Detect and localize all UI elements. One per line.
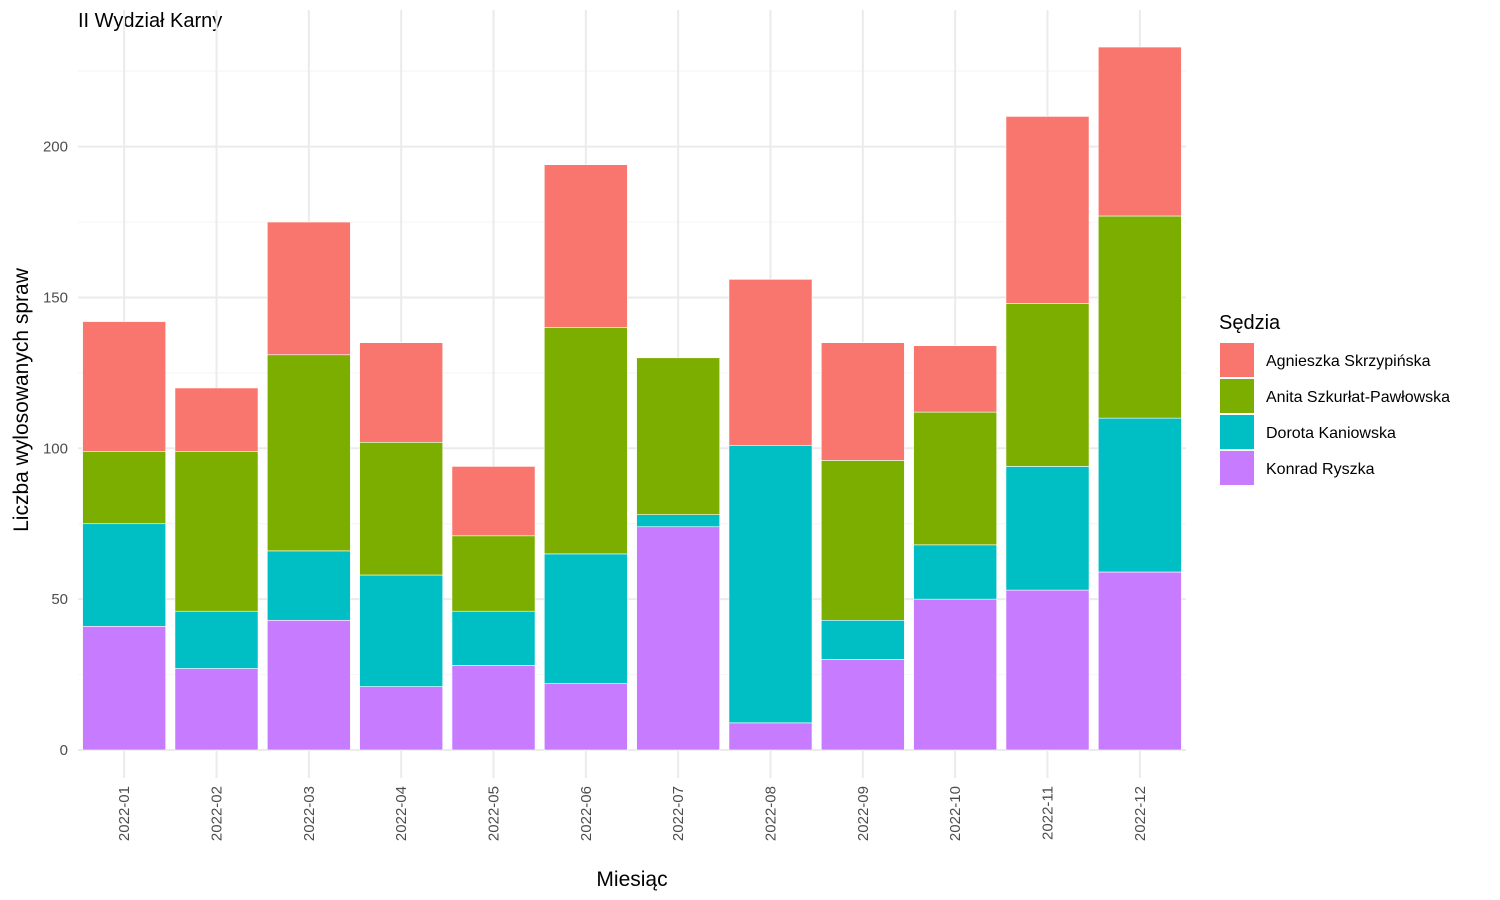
bar-segment — [82, 451, 167, 525]
legend-label: Konrad Ryszka — [1266, 461, 1375, 478]
bar-segment — [728, 444, 813, 724]
x-tick-label: 2022-09 — [855, 786, 872, 841]
bar-segment — [359, 441, 444, 576]
y-axis-title: Liczba wylosowanych spraw — [10, 267, 33, 532]
legend: Sędzia Agnieszka Skrzypińska Anita Szkurł… — [1219, 312, 1450, 485]
x-tick-label: 2022-02 — [209, 786, 226, 841]
x-tick-label: 2022-07 — [670, 786, 687, 841]
x-tick-label: 2022-06 — [578, 786, 595, 841]
bar-segment — [1005, 466, 1090, 591]
bar-segment — [913, 598, 998, 751]
bar-segment — [636, 357, 721, 515]
legend-swatch — [1220, 415, 1254, 449]
bar-segment — [728, 279, 813, 446]
bar-segment — [913, 345, 998, 413]
bar-segment — [820, 659, 905, 751]
bar-segment — [1097, 417, 1182, 573]
bar-segment — [266, 619, 351, 751]
legend-swatch — [1220, 379, 1254, 413]
y-axis-ticks: 0 50 100 150 200 — [43, 139, 68, 759]
bar-segment — [636, 526, 721, 751]
x-axis-ticks: 2022-01 2022-02 2022-03 2022-04 2022-05 2022-… — [116, 786, 1149, 841]
legend-swatch — [1220, 451, 1254, 485]
bar-segment — [359, 342, 444, 443]
y-tick-label: 200 — [43, 139, 68, 156]
y-tick-label: 0 — [60, 742, 68, 759]
legend-title: Sędzia — [1219, 312, 1281, 334]
bar-segment — [543, 164, 628, 328]
legend-label: Agnieszka Skrzypińska — [1266, 353, 1431, 370]
bar-segment — [266, 550, 351, 621]
y-tick-label: 100 — [43, 440, 68, 457]
bar-segment — [359, 574, 444, 687]
bar-segment — [820, 460, 905, 621]
bar-segment — [1097, 46, 1182, 217]
y-tick-label: 50 — [51, 591, 68, 608]
bar-segment — [820, 342, 905, 461]
bar-segment — [174, 451, 259, 612]
bar-segment — [174, 387, 259, 452]
bar-segment — [359, 686, 444, 751]
x-tick-label: 2022-03 — [301, 786, 318, 841]
bar-segment — [913, 544, 998, 600]
bar-segment — [266, 354, 351, 552]
bar-segment — [728, 722, 813, 751]
bar-segment — [913, 411, 998, 546]
x-tick-label: 2022-05 — [486, 786, 503, 841]
bar-segment — [174, 668, 259, 751]
chart-title: II Wydział Karny — [78, 10, 222, 32]
bar-segment — [820, 619, 905, 660]
bar-segment — [174, 610, 259, 669]
bar-segment — [543, 683, 628, 751]
bar-segment — [451, 610, 536, 666]
bar-segment — [1005, 303, 1090, 467]
legend-swatch — [1220, 343, 1254, 377]
x-tick-label: 2022-04 — [393, 786, 410, 841]
bar-segment — [451, 535, 536, 612]
bar-segment — [82, 523, 167, 627]
x-tick-label: 2022-11 — [1040, 786, 1057, 840]
y-tick-label: 150 — [43, 289, 68, 306]
bars — [82, 46, 1182, 751]
bar-segment — [1097, 215, 1182, 419]
x-tick-label: 2022-01 — [116, 786, 133, 841]
bar-segment — [1005, 116, 1090, 304]
x-axis-title: Miesiąc — [596, 868, 667, 891]
bar-segment — [82, 321, 167, 452]
legend-label: Dorota Kaniowska — [1266, 425, 1396, 442]
x-tick-label: 2022-10 — [947, 786, 964, 841]
bar-segment — [543, 327, 628, 555]
bar-segment — [1005, 589, 1090, 751]
bar-segment — [451, 466, 536, 537]
x-tick-label: 2022-08 — [763, 786, 780, 841]
legend-label: Anita Szkurłat-Pawłowska — [1266, 389, 1450, 406]
bar-segment — [451, 665, 536, 751]
bar-segment — [266, 221, 351, 356]
bar-segment — [636, 514, 721, 528]
bar-segment — [543, 553, 628, 684]
x-tick-label: 2022-12 — [1132, 786, 1149, 841]
bar-segment — [1097, 571, 1182, 751]
bar-segment — [82, 626, 167, 751]
